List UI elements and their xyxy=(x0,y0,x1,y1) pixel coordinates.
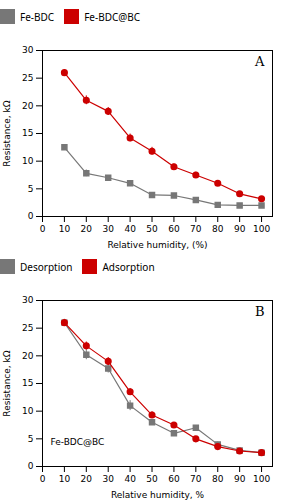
svg-text:Fe-BDC@BC: Fe-BDC@BC xyxy=(51,437,105,447)
svg-text:20: 20 xyxy=(81,474,93,484)
svg-text:40: 40 xyxy=(124,224,136,234)
svg-text:100: 100 xyxy=(253,224,270,234)
svg-text:60: 60 xyxy=(168,224,180,234)
svg-text:20: 20 xyxy=(22,101,34,111)
svg-text:30: 30 xyxy=(102,224,114,234)
svg-text:0: 0 xyxy=(40,474,46,484)
svg-text:10: 10 xyxy=(22,406,34,416)
html-text:Adsorption: Adsorption xyxy=(102,259,155,274)
svg-text:30: 30 xyxy=(102,474,114,484)
svg-text:90: 90 xyxy=(234,474,246,484)
svg-text:60: 60 xyxy=(168,474,180,484)
svg-text:50: 50 xyxy=(146,224,158,234)
svg-text:40: 40 xyxy=(124,474,136,484)
svg-text:Relative humidity, (%): Relative humidity, (%) xyxy=(107,240,207,250)
svg-text:10: 10 xyxy=(22,156,34,166)
svg-text:70: 70 xyxy=(190,224,202,234)
svg-text:25: 25 xyxy=(22,73,33,83)
html-text:Desorption: Desorption xyxy=(20,259,73,274)
html-text:Fe-BDC: Fe-BDC xyxy=(20,9,55,24)
svg-text:30: 30 xyxy=(22,295,34,305)
svg-text:B: B xyxy=(255,304,265,319)
svg-text:5: 5 xyxy=(28,184,34,194)
svg-text:Relative humidity, %: Relative humidity, % xyxy=(111,490,205,500)
svg-text:80: 80 xyxy=(212,474,224,484)
svg-text:20: 20 xyxy=(22,351,34,361)
svg-text:0: 0 xyxy=(28,461,34,471)
svg-text:30: 30 xyxy=(22,45,34,55)
svg-text:70: 70 xyxy=(190,474,202,484)
svg-text:100: 100 xyxy=(253,474,270,484)
svg-text:0: 0 xyxy=(40,224,46,234)
svg-text:20: 20 xyxy=(81,224,93,234)
svg-text:A: A xyxy=(254,54,265,69)
svg-text:90: 90 xyxy=(234,224,246,234)
svg-text:25: 25 xyxy=(22,323,33,333)
svg-text:15: 15 xyxy=(22,128,33,138)
svg-text:5: 5 xyxy=(28,434,34,444)
svg-text:Resistance, kΩ: Resistance, kΩ xyxy=(2,100,12,166)
svg-text:10: 10 xyxy=(59,474,71,484)
svg-text:50: 50 xyxy=(146,474,158,484)
svg-text:10: 10 xyxy=(59,224,71,234)
svg-text:Resistance, kΩ: Resistance, kΩ xyxy=(2,350,12,416)
svg-text:15: 15 xyxy=(22,378,33,388)
svg-text:80: 80 xyxy=(212,224,224,234)
html-text:Fe-BDC@BC: Fe-BDC@BC xyxy=(84,9,141,24)
svg-text:0: 0 xyxy=(28,211,34,221)
